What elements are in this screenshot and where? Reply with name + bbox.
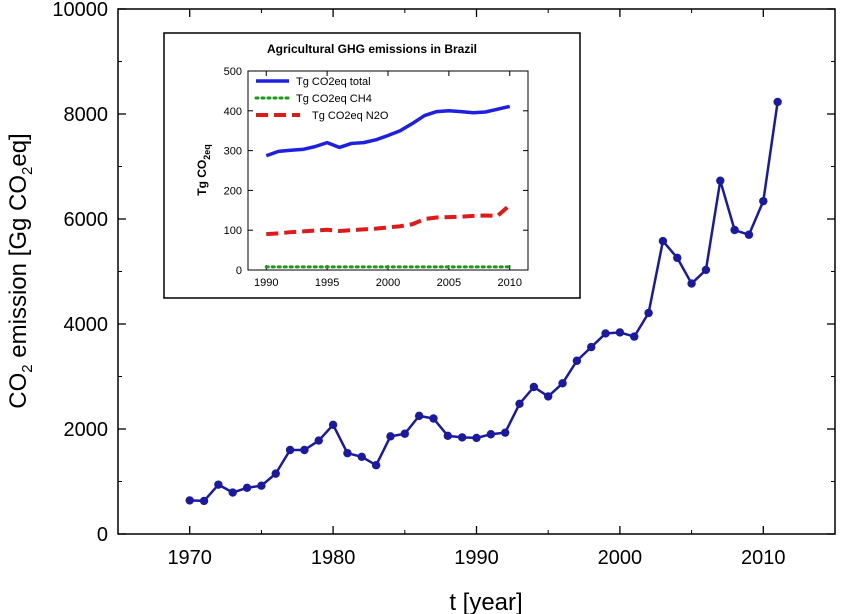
main-data-point [457, 433, 467, 442]
y-tick-label: 8000 [64, 104, 109, 126]
inset-x-tick-label: 2010 [497, 277, 521, 289]
main-data-point [371, 461, 381, 470]
main-data-point [500, 428, 510, 437]
y-tick-label: 4000 [64, 314, 109, 336]
x-tick-label: 1970 [167, 547, 212, 569]
y-title-part-1: CO [5, 373, 32, 409]
main-data-point [214, 480, 223, 489]
inset-series-line [266, 203, 512, 237]
y-title-sub-1: 2 [19, 364, 36, 372]
inset-y-tick-label: 400 [224, 106, 242, 118]
y-title-part-2: emission [Gg CO [5, 175, 32, 364]
main-data-point [529, 382, 539, 392]
main-series-group [185, 97, 782, 506]
y-title-part-3: eq] [5, 133, 32, 166]
main-data-point [759, 196, 768, 206]
main-data-point [558, 379, 567, 388]
y-tick-label: 2000 [64, 419, 109, 441]
main-data-point [644, 308, 653, 318]
main-data-point [701, 265, 711, 275]
main-data-point [687, 279, 696, 288]
inset-legend: Tg CO2eq total Tg CO2eq CH4 Tg CO2eq N2O [254, 76, 389, 122]
main-data-point [515, 399, 524, 408]
inset-y-tick-label: 200 [224, 185, 242, 197]
main-data-point [386, 432, 395, 441]
inset-x-tick-label: 2000 [376, 277, 400, 289]
main-data-point [615, 328, 625, 337]
main-data-point [587, 342, 596, 352]
main-data-point [271, 469, 280, 478]
inset-x-tick-label: 2005 [437, 277, 461, 289]
inset-y-tick-label: 100 [224, 225, 242, 237]
main-data-point [328, 420, 338, 429]
inset-y-tick-label: 300 [224, 146, 242, 158]
legend-label: Tg CO2eq total [296, 76, 371, 88]
main-data-point [658, 236, 668, 246]
main-data-point [343, 448, 352, 458]
y-title-sub-2: 2 [19, 167, 36, 175]
main-data-point [773, 97, 782, 107]
inset-y-tick-label: 0 [236, 265, 242, 277]
legend-label: Tg CO2eq N2O [312, 110, 389, 122]
inset-x-tick-label: 1990 [254, 277, 278, 289]
inset-series-line [265, 104, 511, 158]
main-data-point [716, 176, 725, 185]
main-data-point [185, 496, 194, 505]
main-data-point [400, 429, 409, 438]
main-data-point [601, 329, 610, 338]
y-tick-label: 10000 [52, 0, 108, 21]
inset-y-tick-label: 500 [224, 66, 242, 78]
main-data-point [544, 392, 553, 401]
inset-title: Agricultural GHG emissions in Brazil [267, 42, 477, 56]
main-axis-ticks: 1970 1980 1990 2000 201002000400060008000100… [52, 0, 836, 569]
legend-label: Tg CO2eq CH4 [296, 93, 372, 105]
main-series-line [189, 101, 779, 503]
inset-y-title-sub: 2eq [202, 144, 212, 160]
y-tick-label: 0 [97, 524, 108, 546]
inset-y-title-main: Tg CO [195, 160, 209, 196]
main-x-axis-title: t [year] [449, 589, 522, 614]
main-data-point [730, 225, 739, 235]
main-y-axis-title: CO2 emission [Gg CO2eq] [5, 133, 36, 408]
main-data-point [429, 414, 438, 423]
main-data-point [572, 356, 582, 365]
inset-axis-ticks: 1990 1995 2000 2005 2010 0 100 200 300 400 500 [224, 66, 528, 289]
main-data-point [242, 483, 252, 492]
main-data-point [257, 481, 266, 490]
main-data-point [285, 445, 295, 455]
main-data-point [357, 452, 366, 462]
main-data-point [443, 431, 453, 441]
inset-x-tick-label: 1995 [315, 277, 339, 289]
x-tick-label: 2010 [741, 547, 786, 569]
inset-frame [163, 32, 581, 299]
main-data-point [630, 332, 639, 341]
main-data-point [199, 496, 209, 506]
main-data-point [300, 445, 309, 455]
main-data-point [414, 411, 424, 421]
inset-series-group [264, 104, 512, 269]
main-data-point [228, 488, 237, 497]
main-data-point [673, 253, 682, 263]
main-data-point [486, 430, 496, 439]
x-tick-label: 1980 [311, 547, 356, 569]
x-tick-label: 1990 [454, 547, 499, 569]
y-tick-label: 6000 [64, 209, 109, 231]
inset-y-axis-title: Tg CO2eq [195, 144, 212, 196]
main-data-point [744, 230, 754, 239]
x-tick-label: 2000 [598, 547, 643, 569]
main-data-point [472, 433, 481, 443]
main-data-point [314, 436, 323, 445]
